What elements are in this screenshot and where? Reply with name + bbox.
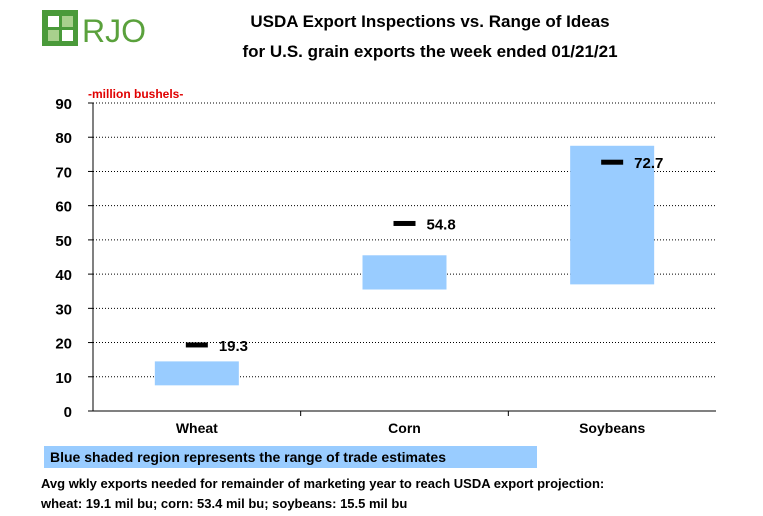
y-tick-labels: 0 10 20 30 40 50 60 70 80 90	[55, 96, 72, 421]
x-tick-label-soybeans: Soybeans	[579, 420, 645, 436]
y-unit-label: -million bushels-	[88, 87, 184, 101]
y-tick-label: 60	[55, 199, 72, 216]
x-tick-label-corn: Corn	[388, 420, 421, 436]
axes	[88, 102, 716, 416]
y-tick-label: 20	[55, 336, 72, 353]
range-bar-corn	[362, 255, 447, 290]
rjo-logo: RJO	[42, 10, 146, 49]
y-tick-label: 90	[55, 96, 72, 113]
legend-box: Blue shaded region represents the range …	[44, 446, 537, 468]
actual-markers: 19.3 54.8 72.7	[185, 155, 663, 355]
actual-marker-corn	[393, 220, 416, 226]
y-tick-label: 10	[55, 370, 72, 387]
footnote-line-2: wheat: 19.1 mil bu; corn: 53.4 mil bu; s…	[41, 496, 408, 511]
y-tick-label: 0	[64, 404, 72, 421]
actual-label-wheat: 19.3	[219, 338, 248, 355]
actual-marker-soybeans	[601, 159, 624, 165]
range-bar-wheat	[154, 361, 239, 386]
x-tick-label-wheat: Wheat	[176, 420, 218, 436]
footnote-line-1: Avg wkly exports needed for remainder of…	[41, 476, 605, 491]
y-tick-label: 80	[55, 130, 72, 147]
chart: 0 10 20 30 40 50 60 70 80 90 19.3 54.8 72.7 Wheat Co…	[55, 96, 716, 436]
range-bars	[154, 145, 655, 386]
range-bar-soybeans	[570, 145, 655, 285]
y-tick-label: 70	[55, 164, 72, 181]
x-tick-labels: Wheat Corn Soybeans	[176, 420, 646, 436]
logo-text: RJO	[82, 13, 146, 49]
chart-title-line-2: for U.S. grain exports the week ended 01…	[242, 42, 618, 61]
chart-title-line-1: USDA Export Inspections vs. Range of Ide…	[250, 12, 610, 31]
y-tick-label: 50	[55, 233, 72, 250]
actual-label-soybeans: 72.7	[634, 155, 663, 172]
legend-text: Blue shaded region represents the range …	[50, 449, 447, 465]
y-tick-label: 30	[55, 301, 72, 318]
y-tick-label: 40	[55, 267, 72, 284]
actual-marker-wheat	[185, 342, 208, 348]
actual-label-corn: 54.8	[427, 216, 456, 233]
